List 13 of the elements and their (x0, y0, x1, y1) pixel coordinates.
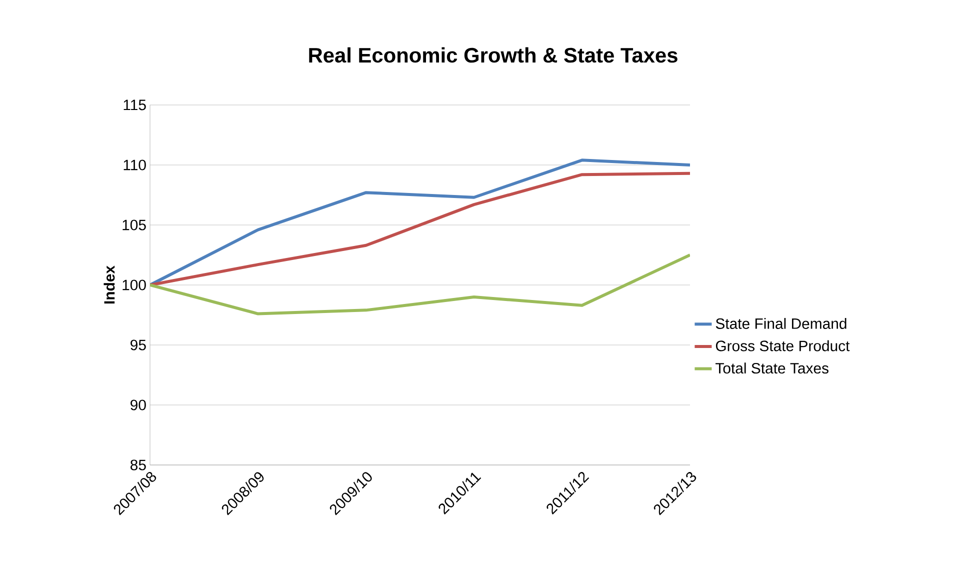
line-series (150, 253, 690, 316)
chart-title: Real Economic Growth & State Taxes (309, 47, 678, 63)
legend-label: State Final Demand (716, 318, 846, 329)
legend-label: Gross State Product (716, 340, 850, 352)
y-tick-label: 85 (130, 460, 146, 470)
y-tick-label: 90 (130, 400, 146, 410)
y-axis-title: Index (104, 266, 115, 304)
y-tick-label: 100 (122, 280, 146, 290)
y-tick-label: 115 (124, 100, 146, 110)
legend-label: Total State Taxes (716, 362, 828, 374)
y-tick-label: 105 (122, 220, 146, 230)
y-tick-label: 110 (124, 160, 146, 170)
y-tick-label: 95 (130, 340, 146, 350)
